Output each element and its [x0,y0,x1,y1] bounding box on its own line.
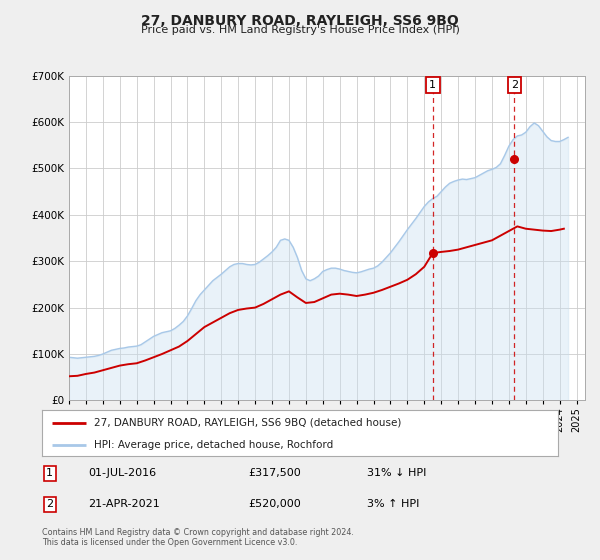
Text: 27, DANBURY ROAD, RAYLEIGH, SS6 9BQ (detached house): 27, DANBURY ROAD, RAYLEIGH, SS6 9BQ (det… [94,418,401,428]
Text: 27, DANBURY ROAD, RAYLEIGH, SS6 9BQ: 27, DANBURY ROAD, RAYLEIGH, SS6 9BQ [141,14,459,28]
Text: Price paid vs. HM Land Registry's House Price Index (HPI): Price paid vs. HM Land Registry's House … [140,25,460,35]
Text: 21-APR-2021: 21-APR-2021 [88,500,160,509]
Text: 2: 2 [46,500,53,509]
Text: £317,500: £317,500 [248,468,301,478]
Text: 2: 2 [511,80,518,90]
Text: 1: 1 [429,80,436,90]
Text: HPI: Average price, detached house, Rochford: HPI: Average price, detached house, Roch… [94,440,333,450]
Text: Contains HM Land Registry data © Crown copyright and database right 2024.
This d: Contains HM Land Registry data © Crown c… [42,528,354,547]
Text: 01-JUL-2016: 01-JUL-2016 [88,468,157,478]
Text: 3% ↑ HPI: 3% ↑ HPI [367,500,419,509]
Text: 31% ↓ HPI: 31% ↓ HPI [367,468,427,478]
Text: £520,000: £520,000 [248,500,301,509]
Text: 1: 1 [46,468,53,478]
